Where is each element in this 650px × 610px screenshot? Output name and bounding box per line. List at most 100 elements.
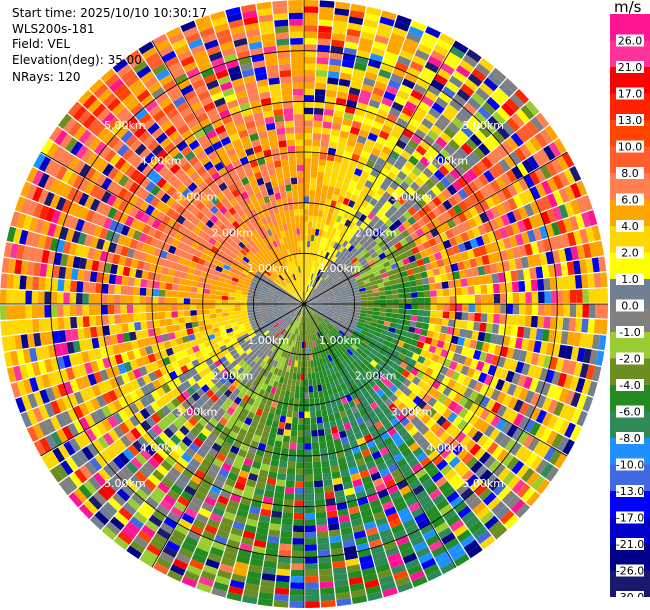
- ray-gate: [387, 195, 397, 205]
- ray-gate: [567, 231, 577, 247]
- ray-gate: [426, 569, 443, 582]
- ray-gate: [416, 435, 427, 447]
- ray-gate: [169, 338, 178, 348]
- ray-gate: [169, 450, 181, 462]
- ray-gate: [323, 376, 330, 384]
- ray-gate: [309, 398, 315, 406]
- ray-gate: [386, 412, 396, 422]
- ray-gate: [271, 283, 278, 289]
- ray-gate: [29, 377, 39, 393]
- ray-gate: [473, 111, 487, 125]
- ray-gate: [483, 77, 499, 92]
- ray-gate: [422, 32, 439, 44]
- ray-gate: [366, 313, 373, 319]
- ray-gate: [254, 329, 262, 336]
- ray-gate: [261, 290, 268, 295]
- ray-gate: [51, 209, 62, 224]
- ray-gate: [395, 277, 404, 284]
- ray-gate: [44, 418, 56, 434]
- ray-gate: [355, 196, 364, 206]
- ray-gate: [320, 311, 328, 316]
- ray-gate: [181, 218, 191, 229]
- ray-gate: [318, 288, 325, 293]
- ray-gate: [343, 177, 352, 186]
- ray-gate: [494, 431, 506, 445]
- ray-gate: [219, 384, 228, 394]
- ray-gate: [135, 488, 149, 501]
- ray-gate: [345, 428, 354, 437]
- ray-gate: [249, 283, 257, 289]
- ray-gate: [557, 171, 570, 187]
- ray-gate: [541, 195, 552, 210]
- ray-gate: [304, 266, 306, 273]
- ray-gate: [38, 305, 45, 318]
- ray-gate: [371, 284, 379, 290]
- ray-gate: [288, 325, 293, 333]
- ray-gate: [399, 133, 411, 145]
- ray-gate: [309, 279, 313, 287]
- ray-gate: [243, 335, 251, 342]
- ray-gate: [208, 350, 217, 358]
- ray-gate: [46, 142, 60, 159]
- ray-gate: [335, 97, 347, 106]
- ray-gate: [309, 241, 314, 248]
- ray-gate: [73, 419, 85, 434]
- ray-gate: [341, 265, 349, 272]
- ray-gate: [199, 252, 208, 261]
- ray-gate: [431, 217, 441, 228]
- ray-gate: [319, 263, 324, 271]
- ray-gate: [318, 435, 326, 443]
- ray-gate: [298, 405, 304, 412]
- ray-gate: [496, 106, 511, 121]
- ray-gate: [276, 428, 285, 436]
- ray-gate: [230, 360, 239, 368]
- ray-gate: [447, 156, 459, 168]
- ray-gate: [408, 426, 419, 437]
- ray-gate: [391, 350, 400, 358]
- ray-gate: [236, 282, 244, 288]
- ray-gate: [208, 417, 219, 427]
- ray-gate: [508, 151, 522, 166]
- ray-gate: [55, 196, 67, 211]
- ray-gate: [386, 304, 393, 309]
- ray-gate: [397, 55, 412, 67]
- ray-gate: [254, 428, 263, 437]
- ray-gate: [25, 276, 34, 290]
- ray-gate: [166, 511, 181, 524]
- ray-gate: [197, 229, 207, 239]
- ray-gate: [96, 272, 104, 283]
- ray-gate: [166, 401, 177, 412]
- ray-gate: [76, 316, 84, 328]
- ray-gate: [504, 438, 517, 453]
- ray-gate: [460, 487, 474, 501]
- ray-gate: [378, 286, 386, 292]
- ray-gate: [250, 419, 259, 429]
- ray-gate: [397, 155, 408, 166]
- ray-gate: [196, 298, 203, 304]
- ray-gate: [460, 346, 470, 357]
- ray-gate: [499, 435, 512, 449]
- ray-gate: [426, 330, 435, 338]
- ray-gate: [490, 206, 501, 219]
- ray-gate: [507, 396, 519, 410]
- ray-gate: [488, 166, 500, 180]
- ray-gate: [288, 332, 293, 340]
- ray-gate: [514, 89, 530, 104]
- ray-gate: [189, 339, 198, 348]
- ray-gate: [33, 440, 47, 456]
- ray-gate: [307, 308, 312, 315]
- ray-gate: [333, 572, 348, 582]
- ray-gate: [297, 436, 304, 444]
- ray-gate: [341, 157, 351, 166]
- ray-gate: [291, 359, 296, 367]
- ray-gate: [582, 289, 589, 303]
- ray-gate: [247, 350, 255, 358]
- ray-gate: [304, 221, 308, 229]
- ray-gate: [361, 83, 374, 93]
- ray-gate: [335, 181, 343, 190]
- ray-gate: [326, 83, 338, 92]
- ray-gate: [332, 366, 339, 374]
- ray-gate: [166, 185, 177, 197]
- ray-gate: [37, 189, 49, 205]
- ray-gate: [143, 478, 157, 492]
